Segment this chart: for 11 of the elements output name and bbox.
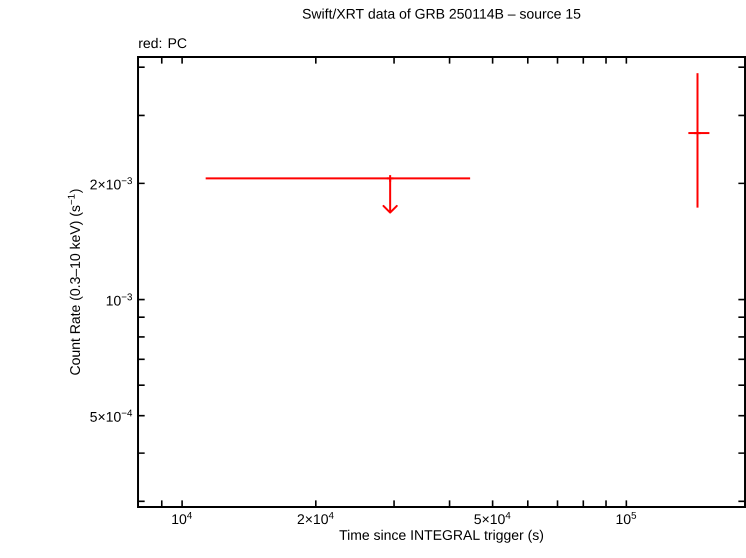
y-tick-label: 2×10$^{−3}$	[90, 177, 132, 190]
x-tick-label: 10$^{4}$	[172, 512, 192, 524]
x-tick-label: 10$^{5}$	[616, 512, 636, 524]
y-tick-label: 5×10$^{−4}$	[90, 410, 132, 422]
chart-title: Swift/XRT data of GRB 250114B – source 15	[302, 8, 580, 19]
x-tick-label: 5×10$^{4}$	[474, 512, 510, 524]
text: red: PC	[139, 38, 186, 48]
y-tick-label: 10$^{−3}$	[106, 293, 132, 306]
x-tick-label: 2×10$^{4}$	[298, 512, 334, 524]
x-axis-title: Time since INTEGRAL trigger (s)	[339, 530, 544, 543]
y-axis-title: Count Rate (0.3–10 keV) (s$^{−1}$)	[68, 189, 83, 375]
